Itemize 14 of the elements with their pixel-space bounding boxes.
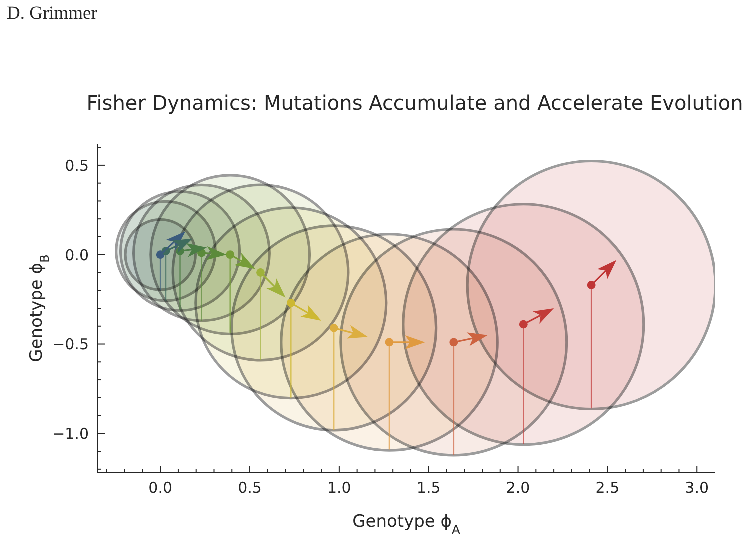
x-tick-label: 2.5 bbox=[596, 479, 620, 497]
x-axis-title: Genotype ϕ$_{A}$ bbox=[352, 512, 462, 536]
x-tick-label: 0.5 bbox=[238, 479, 262, 497]
chart-title: Fisher Dynamics: Mutations Accumulate and Accelerate Evolution bbox=[86, 91, 744, 115]
x-tick-label: 3.0 bbox=[685, 479, 710, 497]
x-tick-label: 1.0 bbox=[328, 479, 352, 497]
x-tick-label: 0.0 bbox=[148, 479, 173, 497]
y-tick-label: 0.0 bbox=[65, 246, 89, 264]
x-tick-label: 1.5 bbox=[416, 479, 441, 497]
y-tick-label: 0.5 bbox=[65, 156, 89, 175]
text: D. Grimmer bbox=[7, 3, 98, 26]
y-tick-label: −1.0 bbox=[52, 425, 89, 444]
y-tick-label: −0.5 bbox=[52, 336, 89, 354]
x-tick-label: 2.0 bbox=[506, 479, 530, 497]
